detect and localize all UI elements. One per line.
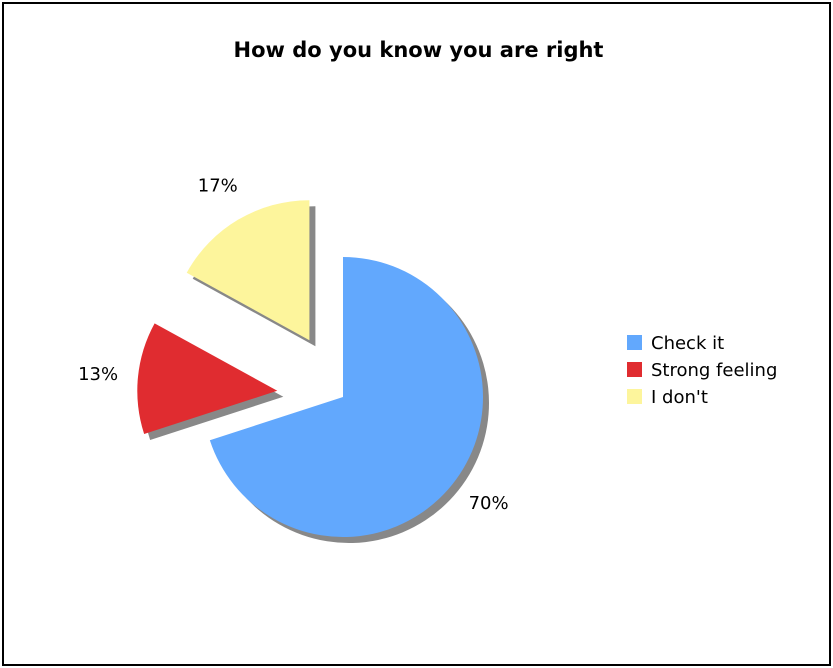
slice-label-check-it: 70% bbox=[469, 493, 509, 514]
legend-label-i-don-t: I don't bbox=[651, 387, 708, 408]
pie-slice-check-it bbox=[209, 257, 483, 537]
pie-slice-i-don-t bbox=[186, 200, 310, 341]
slice-label-strong-feeling: 13% bbox=[78, 364, 118, 385]
legend-swatch-check-it bbox=[627, 335, 642, 350]
chart-title: How do you know you are right bbox=[233, 38, 604, 62]
legend-label-strong-feeling: Strong feeling bbox=[651, 360, 777, 381]
legend: Check it Strong feeling I don't bbox=[627, 333, 777, 408]
pie-slice-strong-feeling bbox=[137, 323, 278, 435]
slice-label-i-don-t: 17% bbox=[198, 175, 238, 196]
legend-swatch-strong-feeling bbox=[627, 362, 642, 377]
legend-swatch-i-don-t bbox=[627, 389, 642, 404]
pie-slices bbox=[137, 200, 483, 537]
legend-label-check-it: Check it bbox=[651, 333, 724, 354]
slice-labels: 70% 13% 17% bbox=[78, 175, 509, 514]
